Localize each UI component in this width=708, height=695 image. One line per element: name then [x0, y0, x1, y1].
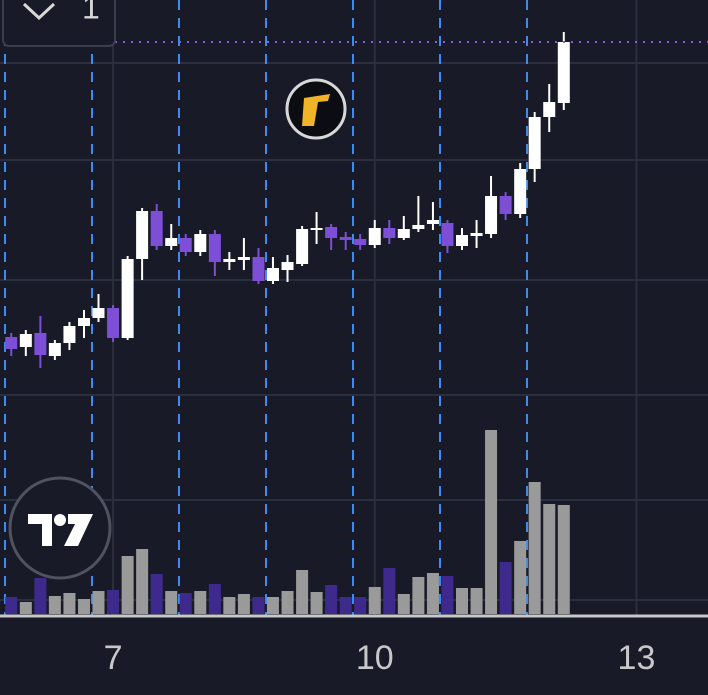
logo-dot: [54, 514, 66, 526]
candle-body: [237, 257, 250, 260]
candle-body: [325, 227, 338, 238]
x-tick-label: 7: [104, 639, 123, 677]
candle-body: [223, 259, 236, 262]
volume-bar: [165, 591, 178, 614]
logo-glyph: [28, 514, 93, 546]
volume-bar: [354, 597, 367, 614]
volume-bar: [223, 597, 236, 614]
candle-body: [208, 234, 221, 262]
candle-body: [296, 229, 309, 264]
candle-body: [48, 343, 61, 356]
volume-bar: [325, 585, 338, 614]
volume-bar: [78, 599, 91, 614]
candle-body: [194, 234, 207, 252]
candle-body: [5, 337, 18, 349]
volume-bar: [107, 590, 120, 614]
candle-body: [557, 42, 570, 103]
candle-body: [455, 235, 468, 246]
logo-circle[interactable]: [8, 476, 112, 580]
volume-bar: [557, 505, 570, 614]
candle-body: [92, 308, 105, 318]
candle-body: [34, 333, 47, 355]
volume-bar: [339, 597, 352, 614]
event-icon[interactable]: [285, 78, 347, 140]
volume-bar: [121, 556, 134, 614]
candle-body: [63, 326, 76, 343]
candle-body: [426, 220, 439, 224]
volume-bar: [296, 570, 309, 614]
volume-bar: [281, 591, 294, 614]
volume-bar: [412, 577, 425, 614]
volume-bar: [441, 576, 454, 614]
volume-bar: [34, 578, 47, 614]
volume-bar: [252, 597, 265, 614]
candle-layer: [5, 32, 708, 368]
candle-body: [266, 268, 279, 281]
interval-label: 1: [82, 0, 100, 25]
volume-bar: [63, 593, 76, 614]
chevron-icon: [22, 2, 56, 21]
volume-bar: [48, 596, 61, 614]
volume-bar: [266, 597, 279, 614]
candle-body: [470, 233, 483, 236]
candle-body: [136, 211, 149, 259]
candle-body: [310, 228, 323, 230]
volume-bar: [470, 588, 483, 614]
candle-body: [383, 228, 396, 238]
candle-body: [441, 223, 454, 246]
volume-bar: [150, 574, 163, 614]
candle-body: [78, 318, 91, 326]
volume-layer: [5, 430, 570, 614]
candle-body: [543, 102, 556, 117]
volume-bar: [514, 541, 527, 614]
x-axis: 7 10 13: [0, 614, 708, 677]
candle-body: [499, 196, 512, 214]
candle-body: [19, 334, 32, 347]
volume-bar: [179, 593, 192, 614]
logo[interactable]: [8, 476, 112, 580]
candle-body: [397, 229, 410, 238]
volume-bar: [92, 591, 105, 614]
candle-body: [121, 259, 134, 338]
candle-body: [252, 257, 265, 281]
volume-bar: [208, 584, 221, 614]
candle-body: [412, 225, 425, 229]
candle-body: [150, 211, 163, 246]
volume-bar: [528, 482, 541, 614]
volume-bar: [397, 594, 410, 614]
volume-bar: [455, 588, 468, 614]
candle-body: [514, 169, 527, 214]
volume-bar: [368, 587, 381, 614]
volume-bar: [310, 592, 323, 614]
candle-body: [107, 308, 120, 338]
volume-bar: [5, 597, 18, 614]
volume-bar: [485, 430, 498, 614]
candle-body: [281, 262, 294, 270]
candle-body: [165, 238, 178, 246]
candle-body: [368, 228, 381, 245]
x-tick-label: 13: [618, 639, 656, 677]
candle-body: [528, 117, 541, 169]
x-tick-label: 10: [356, 639, 394, 677]
volume-bar: [237, 594, 250, 614]
candle-body: [354, 239, 367, 245]
volume-bar: [136, 549, 149, 614]
volume-bar: [426, 573, 439, 614]
volume-bar: [499, 562, 512, 614]
icon-glyph: [302, 94, 330, 126]
volume-bar: [543, 504, 556, 614]
volume-bar: [383, 568, 396, 614]
candle-body: [339, 237, 352, 240]
candle-body: [485, 196, 498, 234]
candle-body: [179, 238, 192, 252]
volume-bar: [19, 602, 32, 614]
volume-bar: [194, 591, 207, 614]
interval-button[interactable]: 1: [2, 0, 116, 47]
